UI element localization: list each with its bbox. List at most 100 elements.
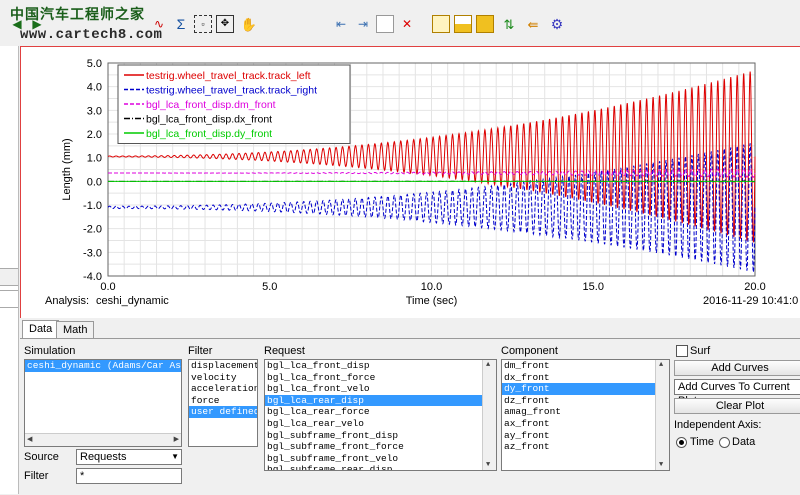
request-item[interactable]: bgl_subframe_front_force bbox=[267, 441, 404, 453]
sigma-icon[interactable]: Σ bbox=[176, 16, 186, 32]
request-item[interactable]: bgl_subframe_front_disp bbox=[267, 429, 399, 441]
filter-item[interactable]: user defined bbox=[189, 406, 258, 418]
component-item[interactable]: dy_front bbox=[502, 383, 655, 395]
analysis-name: ceshi_dynamic bbox=[96, 295, 169, 307]
component-item[interactable]: az_front bbox=[504, 441, 550, 453]
x-tick-label: 20.0 bbox=[744, 281, 765, 293]
page-prev-icon[interactable]: ⇤ bbox=[335, 17, 347, 31]
component-item[interactable]: amag_front bbox=[504, 406, 562, 418]
legend-box bbox=[117, 64, 351, 144]
y-tick-label: -2.0 bbox=[83, 224, 102, 236]
filter-item[interactable]: force bbox=[191, 394, 220, 406]
y-tick-label: -1.0 bbox=[83, 200, 102, 212]
simulation-item[interactable]: ceshi_dynamic (Adams/Car As bbox=[25, 360, 181, 372]
y-axis-label: Length (mm) bbox=[61, 138, 73, 200]
component-item[interactable]: dz_front bbox=[504, 394, 550, 406]
y-tick-label: 1.0 bbox=[87, 153, 102, 165]
time-radio[interactable] bbox=[676, 437, 687, 448]
y-tick-label: 3.0 bbox=[87, 105, 102, 117]
request-list[interactable]: bgl_lca_front_disp bgl_lca_front_force bgl… bbox=[264, 359, 497, 471]
legend-entry: testrig.wheel_travel_track.track_right bbox=[146, 85, 317, 97]
request-item[interactable]: bgl_subframe_front_velo bbox=[267, 452, 399, 464]
chevron-down-icon: ▼ bbox=[171, 452, 179, 461]
page-next-icon[interactable]: ⇥ bbox=[357, 17, 369, 31]
plot-area[interactable]: 0.0 5.0 10.0 15.0 20.0 5.0 4.0 3.0 2.0 1.0 0.0 -1.0… bbox=[20, 46, 800, 318]
import-icon[interactable]: ⇚ bbox=[527, 16, 539, 32]
back-arrow-icon[interactable]: ◀ bbox=[12, 17, 22, 31]
toolbar: 中国汽车工程师之家 www.cartech8.com ◀ ▶ ∿ Σ ▫ ✥ ✋… bbox=[0, 0, 800, 46]
clear-plot-button[interactable]: Clear Plot bbox=[674, 398, 800, 414]
component-item[interactable]: dm_front bbox=[504, 360, 550, 371]
x-axis-label: Time (sec) bbox=[406, 295, 458, 307]
request-item[interactable]: bgl_lca_rear_force bbox=[267, 406, 370, 418]
filter-label: Filter bbox=[188, 345, 213, 357]
filter-field-label: Filter bbox=[24, 470, 49, 482]
component-list[interactable]: dm_front dx_front dy_front dz_front amag_fro… bbox=[501, 359, 670, 471]
zoom-box-icon[interactable]: ▫ bbox=[194, 15, 212, 33]
series-line-0 bbox=[107, 71, 756, 243]
add-mode-select[interactable]: Add Curves To Current Plot bbox=[674, 379, 800, 407]
tab-data[interactable]: Data bbox=[22, 320, 60, 339]
time-radio-label: Time bbox=[690, 436, 715, 448]
forward-arrow-icon[interactable]: ▶ bbox=[32, 17, 42, 31]
source-value: Requests bbox=[80, 451, 127, 463]
settings-gear-icon[interactable]: ⚙ bbox=[550, 16, 564, 32]
filter-item[interactable]: displacement bbox=[191, 360, 258, 371]
layout-split-icon[interactable] bbox=[454, 15, 472, 33]
component-item[interactable]: dx_front bbox=[504, 371, 550, 383]
legend-entry: bgl_lca_front_disp.dx_front bbox=[146, 114, 272, 126]
surf-checkbox[interactable] bbox=[676, 345, 688, 357]
fit-icon[interactable]: ✥ bbox=[216, 15, 234, 33]
swap-icon[interactable]: ⇅ bbox=[503, 16, 515, 32]
y-tick-label: -3.0 bbox=[83, 247, 102, 259]
data-radio-label: Data bbox=[732, 436, 756, 448]
source-label: Source bbox=[24, 451, 59, 463]
x-tick-label: 0.0 bbox=[100, 281, 115, 293]
request-item[interactable]: bgl_lca_rear_disp bbox=[265, 394, 482, 407]
tab-math[interactable]: Math bbox=[56, 321, 95, 339]
analysis-label: Analysis: bbox=[45, 295, 89, 307]
request-item[interactable]: bgl_lca_front_disp bbox=[267, 360, 370, 371]
layout-quad-icon[interactable] bbox=[476, 15, 494, 33]
left-panel-field bbox=[0, 290, 18, 308]
add-curves-button[interactable]: Add Curves bbox=[674, 360, 800, 376]
component-item[interactable]: ax_front bbox=[504, 417, 550, 429]
legend-entry: testrig.wheel_travel_track.track_left bbox=[146, 70, 311, 82]
simulation-list[interactable]: ceshi_dynamic (Adams/Car As ◀ ▶ bbox=[24, 359, 182, 447]
radio-dot-icon bbox=[679, 440, 684, 445]
source-select[interactable]: Requests ▼ bbox=[76, 449, 182, 465]
data-browser-panel: Simulation ceshi_dynamic (Adams/Car As ◀ ▶… bbox=[20, 338, 800, 495]
y-tick-label: 0.0 bbox=[87, 176, 102, 188]
line-chart: 0.0 5.0 10.0 15.0 20.0 5.0 4.0 3.0 2.0 1.0 0.0 -1.0… bbox=[45, 58, 798, 307]
data-radio[interactable] bbox=[719, 437, 730, 448]
independent-axis-label: Independent Axis: bbox=[674, 419, 762, 431]
legend-entry: bgl_lca_front_disp.dm_front bbox=[146, 99, 276, 111]
curve-icon[interactable]: ∿ bbox=[153, 17, 165, 31]
request-item[interactable]: bgl_lca_rear_velo bbox=[267, 417, 364, 429]
component-vscrollbar[interactable]: ▲ ▼ bbox=[655, 360, 669, 470]
layout-single-icon[interactable] bbox=[432, 15, 450, 33]
left-panel-field bbox=[0, 268, 18, 286]
pan-hand-icon[interactable]: ✋ bbox=[240, 16, 258, 32]
surf-label: Surf bbox=[690, 345, 711, 357]
request-item[interactable]: bgl_subframe_rear_disp bbox=[267, 464, 393, 471]
series-line-1 bbox=[107, 143, 756, 273]
watermark-url: www.cartech8.com bbox=[20, 27, 163, 43]
filter-input[interactable]: * bbox=[76, 468, 182, 484]
x-tick-label: 15.0 bbox=[583, 281, 604, 293]
component-label: Component bbox=[501, 345, 558, 357]
simulation-label: Simulation bbox=[24, 345, 76, 357]
left-panel-edge bbox=[0, 46, 19, 494]
watermark-title: 中国汽车工程师之家 bbox=[10, 7, 145, 23]
request-item[interactable]: bgl_lca_front_velo bbox=[267, 383, 370, 395]
filter-list[interactable]: displacement velocity acceleration force use… bbox=[188, 359, 258, 447]
filter-item[interactable]: acceleration bbox=[191, 383, 258, 395]
delete-page-icon[interactable]: ✕ bbox=[401, 17, 413, 31]
filter-item[interactable]: velocity bbox=[191, 371, 237, 383]
request-item[interactable]: bgl_lca_front_force bbox=[267, 371, 376, 383]
new-page-icon[interactable] bbox=[376, 15, 394, 33]
simulation-hscrollbar[interactable]: ◀ ▶ bbox=[25, 433, 181, 446]
component-item[interactable]: ay_front bbox=[504, 429, 550, 441]
request-vscrollbar[interactable]: ▲ ▼ bbox=[482, 360, 496, 470]
y-tick-label: 4.0 bbox=[87, 82, 102, 94]
